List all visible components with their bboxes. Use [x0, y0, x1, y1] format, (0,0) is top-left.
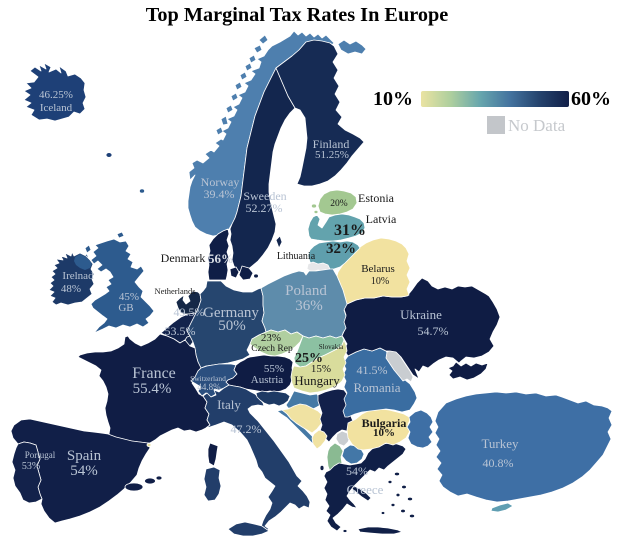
svg-text:Poland: Poland — [285, 283, 327, 299]
svg-text:53.5%: 53.5% — [165, 324, 196, 338]
svg-text:54%: 54% — [346, 464, 368, 478]
svg-text:23%: 23% — [261, 332, 281, 344]
svg-text:41.5%: 41.5% — [357, 363, 388, 377]
svg-text:No Data: No Data — [508, 116, 566, 135]
svg-text:54%: 54% — [70, 463, 98, 479]
svg-text:48%: 48% — [61, 283, 81, 295]
svg-text:Top Marginal Tax Rates In Euro: Top Marginal Tax Rates In Europe — [146, 4, 449, 26]
svg-text:Belarus: Belarus — [361, 263, 395, 275]
svg-text:Slovakia: Slovakia — [319, 343, 344, 351]
svg-text:46.25%: 46.25% — [39, 89, 73, 101]
svg-text:15%: 15% — [311, 363, 331, 375]
svg-text:Netherlands: Netherlands — [154, 286, 195, 296]
svg-text:Bulgaria: Bulgaria — [362, 416, 407, 430]
svg-text:25%: 25% — [295, 351, 323, 366]
svg-text:40.8%: 40.8% — [483, 456, 514, 470]
svg-text:49.5%: 49.5% — [174, 305, 205, 319]
svg-text:Italy: Italy — [217, 397, 241, 412]
svg-text:44.8%: 44.8% — [197, 382, 221, 392]
svg-text:Latvia: Latvia — [366, 212, 397, 226]
svg-text:Switzerland: Switzerland — [190, 374, 226, 383]
svg-text:Irelnad: Irelnad — [62, 270, 94, 282]
svg-text:60%: 60% — [571, 88, 611, 110]
svg-text:Germany: Germany — [203, 305, 259, 321]
svg-text:Denmark: Denmark — [161, 251, 206, 265]
svg-text:Estonia: Estonia — [358, 191, 395, 205]
svg-text:Norway: Norway — [201, 175, 240, 189]
svg-text:Greece: Greece — [347, 482, 384, 497]
svg-text:10%: 10% — [371, 276, 389, 287]
svg-text:10%: 10% — [373, 88, 413, 110]
svg-text:Iceland: Iceland — [40, 102, 73, 114]
svg-text:47.2%: 47.2% — [231, 422, 262, 436]
svg-text:Sweeden: Sweeden — [243, 189, 286, 203]
svg-text:10%: 10% — [373, 427, 395, 439]
svg-text:31%: 31% — [334, 222, 366, 239]
svg-text:Lithuania: Lithuania — [277, 251, 316, 262]
svg-text:56%: 56% — [208, 251, 234, 266]
svg-text:39.4%: 39.4% — [204, 187, 235, 201]
svg-text:52.27%: 52.27% — [246, 201, 283, 215]
svg-text:Finland: Finland — [313, 137, 350, 151]
svg-text:55.4%: 55.4% — [133, 381, 172, 397]
svg-text:55%: 55% — [264, 363, 284, 375]
svg-text:Turkey: Turkey — [481, 436, 519, 451]
svg-text:Ukraine: Ukraine — [400, 307, 442, 322]
svg-text:Portugal: Portugal — [25, 450, 56, 460]
svg-text:53%: 53% — [22, 461, 40, 472]
svg-text:45%: 45% — [119, 291, 139, 303]
svg-text:Hungary: Hungary — [294, 373, 340, 388]
svg-text:51.25%: 51.25% — [315, 149, 349, 161]
svg-text:Austria: Austria — [251, 374, 284, 386]
svg-text:Romania: Romania — [354, 380, 401, 395]
svg-text:36%: 36% — [295, 298, 323, 314]
svg-text:20%: 20% — [330, 199, 348, 209]
svg-text:50%: 50% — [218, 318, 246, 334]
svg-text:France: France — [132, 365, 176, 382]
svg-text:GB: GB — [118, 302, 133, 314]
svg-text:Spain: Spain — [67, 448, 102, 464]
svg-text:54.7%: 54.7% — [418, 324, 449, 338]
svg-text:Czech Rep: Czech Rep — [251, 344, 293, 354]
svg-text:32%: 32% — [326, 241, 356, 257]
